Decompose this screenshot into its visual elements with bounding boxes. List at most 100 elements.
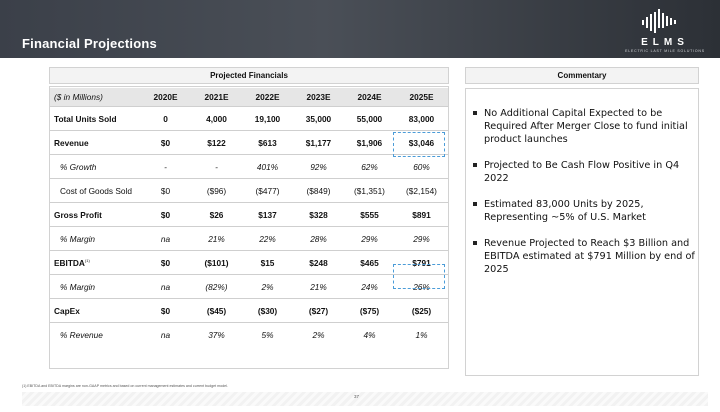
table-cell: 29%: [344, 226, 395, 251]
table-cell: $613: [242, 130, 293, 155]
bullet-text: Revenue Projected to Reach $3 Billion an…: [484, 238, 695, 275]
table-row: Total Units Sold 0 4,000 19,100 35,000 5…: [50, 106, 448, 131]
table-cell: 1%: [415, 329, 428, 340]
footer-band: [22, 392, 708, 406]
table-header-row: ($ in Millions) 2020E 2021E 2022E 2023E …: [50, 88, 448, 107]
row-label: % Revenue: [60, 329, 103, 340]
page-number: 37: [354, 394, 360, 399]
bullet-icon: [473, 163, 477, 167]
row-label: % Margin: [50, 274, 140, 299]
table-cell: $248: [293, 250, 344, 275]
bullet-text: Projected to Be Cash Flow Positive in Q4…: [484, 160, 680, 184]
table-cell: 24%: [344, 274, 395, 299]
table-cell: $122: [191, 130, 242, 155]
unit-label: ($ in Millions): [50, 88, 140, 107]
row-label: EBITDA(1): [50, 250, 140, 275]
list-item: Projected to Be Cash Flow Positive in Q4…: [472, 159, 696, 185]
table-cell: $0: [140, 250, 191, 275]
elms-logo: ELMS ELECTRIC LAST MILE SOLUTIONS: [618, 8, 712, 54]
list-item: Revenue Projected to Reach $3 Billion an…: [472, 237, 696, 276]
slide-header: Financial Projections ELMS ELECTRIC LAST…: [0, 0, 720, 58]
table-cell: 62%: [344, 154, 395, 179]
commentary-list: No Additional Capital Expected to be Req…: [472, 107, 696, 289]
table-cell: ($75): [344, 298, 395, 323]
column-header: 2021E: [191, 88, 242, 107]
table-cell: $328: [293, 202, 344, 227]
list-item: Estimated 83,000 Units by 2025, Represen…: [472, 198, 696, 224]
table-cell: (82%): [191, 274, 242, 299]
table-cell: ($101): [191, 250, 242, 275]
table-cell: 92%: [293, 154, 344, 179]
table-cell: 2%: [242, 274, 293, 299]
table-cell: 19,100: [242, 106, 293, 131]
table-cell: 22%: [242, 226, 293, 251]
table-cell: ($45): [191, 298, 242, 323]
row-label: % Margin: [50, 226, 140, 251]
logo-wordmark: ELMS: [641, 37, 689, 48]
logo-tagline: ELECTRIC LAST MILE SOLUTIONS: [625, 49, 705, 53]
table-cell: ($849): [293, 178, 344, 203]
footnote: (1) EBITDA and EBITDA margins are non-GA…: [22, 384, 228, 388]
ebitda-label: EBITDA: [54, 257, 85, 268]
table-cell: 0: [140, 106, 191, 131]
table-cell: $0: [140, 298, 191, 323]
table-cell: 21%: [191, 226, 242, 251]
table-row: % Revenue na 37% 5% 2% 4% 1%: [50, 323, 448, 347]
table-row: Revenue $0 $122 $613 $1,177 $1,906 $3,04…: [50, 130, 448, 155]
table-row: Cost of Goods Sold $0 ($96) ($477) ($849…: [50, 178, 448, 203]
table-cell: ($477): [242, 178, 293, 203]
table-cell: $791: [395, 250, 448, 275]
table-cell: 2%: [312, 329, 325, 340]
table-cell: ($27): [293, 298, 344, 323]
table-row: EBITDA(1) $0 ($101) $15 $248 $465 $791: [50, 250, 448, 275]
bullet-text: Estimated 83,000 Units by 2025, Represen…: [484, 199, 646, 223]
table-cell: 4,000: [191, 106, 242, 131]
row-label: % Growth: [50, 154, 140, 179]
table-cell: 4%: [363, 329, 376, 340]
bullet-text: No Additional Capital Expected to be Req…: [484, 108, 688, 145]
row-label: Gross Profit: [50, 202, 140, 227]
table-cell: 37%: [208, 329, 225, 340]
table-cell: ($25): [395, 298, 448, 323]
table-cell: $0: [140, 202, 191, 227]
table-cell: $555: [344, 202, 395, 227]
column-header: 2024E: [344, 88, 395, 107]
table-cell: 401%: [242, 154, 293, 179]
table-cell: 60%: [395, 154, 448, 179]
bullet-icon: [473, 202, 477, 206]
commentary-box: [465, 88, 699, 376]
row-label: Total Units Sold: [50, 106, 140, 131]
table-cell: $3,046: [395, 130, 448, 155]
table-cell: na: [140, 226, 191, 251]
list-item: No Additional Capital Expected to be Req…: [472, 107, 696, 146]
table-cell: ($96): [191, 178, 242, 203]
column-header: 2025E: [395, 88, 448, 107]
table-cell: na: [140, 274, 191, 299]
bullet-icon: [473, 241, 477, 245]
column-header: 2023E: [293, 88, 344, 107]
table-cell: $0: [140, 178, 191, 203]
table-cell: 55,000: [344, 106, 395, 131]
table-cell: 28%: [293, 226, 344, 251]
table-cell: 35,000: [293, 106, 344, 131]
table-cell: $15: [242, 250, 293, 275]
table-cell: $1,906: [344, 130, 395, 155]
table-row: Gross Profit $0 $26 $137 $328 $555 $891: [50, 202, 448, 227]
logo-bars-icon: [642, 9, 676, 33]
bullet-icon: [473, 111, 477, 115]
page-title: Financial Projections: [22, 36, 157, 51]
table-cell: ($1,351): [344, 178, 395, 203]
table-cell: na: [160, 329, 171, 340]
table-cell: 26%: [395, 274, 448, 299]
table-cell: $1,177: [293, 130, 344, 155]
table-cell: ($30): [242, 298, 293, 323]
column-header: 2022E: [242, 88, 293, 107]
table-cell: 29%: [395, 226, 448, 251]
table-cell: -: [140, 154, 191, 179]
table-cell: $465: [344, 250, 395, 275]
table-section-title: Projected Financials: [49, 67, 449, 84]
table-row: % Margin na (82%) 2% 21% 24% 26%: [50, 274, 448, 299]
table-cell: -: [191, 154, 242, 179]
footnote-ref: (1): [84, 257, 90, 263]
financials-table: ($ in Millions) 2020E 2021E 2022E 2023E …: [50, 88, 448, 346]
